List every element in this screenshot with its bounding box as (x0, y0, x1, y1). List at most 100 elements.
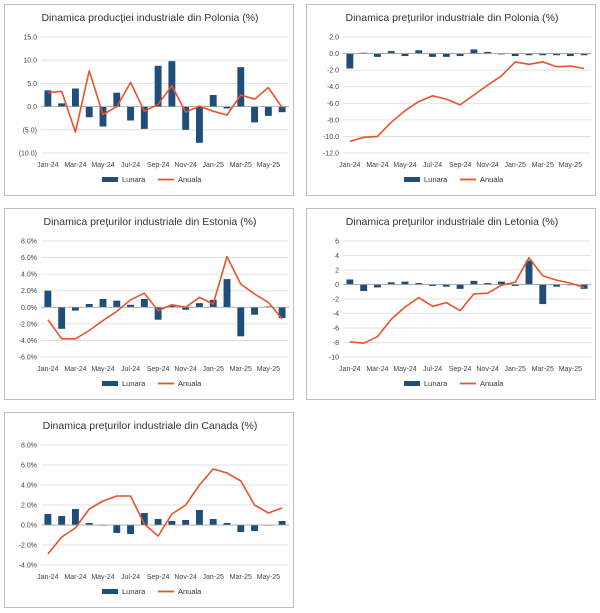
series-line (47, 255, 283, 340)
bar (264, 306, 272, 308)
x-tick-label: Sep-24 (147, 366, 170, 373)
bar (251, 106, 258, 123)
x-tick-label: May-25 (257, 366, 280, 373)
bar (182, 106, 190, 130)
bar (251, 525, 258, 531)
bar (168, 305, 176, 308)
x-tick-label: Sep-24 (147, 574, 170, 581)
legend-label-annual: Anuala (178, 175, 202, 184)
bar (113, 300, 121, 308)
legend-swatch-monthly (102, 177, 118, 182)
bar (154, 65, 162, 107)
bar (237, 307, 245, 337)
bar (44, 514, 52, 525)
x-tick-label: Jul-24 (121, 574, 140, 581)
y-tick-label: 6 (335, 239, 339, 246)
legend-swatch-monthly (404, 177, 420, 182)
bar (182, 520, 190, 525)
chart-svg: Dinamica producţiei industriale din Polo… (19, 12, 289, 184)
legend-label-annual: Anuala (480, 379, 504, 388)
bar (237, 525, 245, 532)
bar (127, 106, 134, 121)
x-tick-label: Jan-25 (203, 366, 225, 373)
y-tick-label: 8.0% (21, 239, 37, 246)
bar (470, 49, 478, 54)
y-tick-label: -4.0% (19, 563, 37, 570)
y-tick-label: 0.0% (21, 523, 37, 530)
bar (196, 106, 203, 143)
x-tick-label: Jul-24 (121, 366, 140, 373)
bar (99, 106, 107, 127)
y-tick-label: 2 (335, 268, 339, 275)
bar (553, 284, 560, 287)
y-tick-label: 10.0 (23, 58, 37, 65)
y-tick-label: -6.0 (327, 101, 339, 108)
bar (484, 283, 492, 285)
y-tick-label: 6.0% (21, 463, 37, 470)
legend-label-monthly: Lunara (424, 175, 448, 184)
y-tick-label: 0 (335, 282, 339, 289)
y-tick-label: -2.0% (19, 543, 37, 550)
bar (539, 284, 547, 305)
bar (415, 50, 423, 54)
x-tick-label: Jan-24 (37, 162, 59, 169)
bar (470, 280, 478, 285)
x-tick-label: May-25 (559, 162, 582, 169)
bar (580, 53, 588, 56)
bar (553, 53, 560, 56)
bar (140, 106, 148, 129)
y-tick-label: 4.0% (21, 272, 37, 279)
legend-label-annual: Anuala (178, 587, 202, 596)
y-tick-label: (5.0) (23, 127, 37, 134)
x-tick-label: Mar-24 (64, 162, 86, 169)
x-tick-label: Jan-24 (37, 366, 59, 373)
x-tick-label: Jan-25 (505, 366, 527, 373)
bar (127, 304, 134, 308)
bar (346, 53, 354, 69)
bar (154, 307, 162, 320)
chart-panel-estonia-prices: Dinamica preţurilor industriale din Esto… (4, 208, 294, 400)
bar (182, 307, 190, 310)
bar (154, 519, 162, 525)
bar (58, 516, 66, 525)
chart-title: Dinamica preţurilor industriale din Cana… (43, 420, 258, 432)
x-tick-label: Nov-24 (476, 162, 499, 169)
bar (85, 523, 93, 525)
x-tick-label: Jan-25 (203, 162, 225, 169)
bar (209, 519, 217, 525)
bar (374, 284, 381, 288)
chart-svg: Dinamica preţurilor industriale din Esto… (19, 216, 289, 388)
bar (511, 53, 519, 57)
y-tick-label: 8.0% (21, 443, 37, 450)
legend-swatch-monthly (102, 589, 118, 594)
chart-panel-latvia-prices: Dinamica preţurilor industriale din Leto… (306, 208, 596, 400)
x-tick-label: Mar-24 (64, 366, 86, 373)
y-tick-label: -6.0% (19, 355, 37, 362)
bar (251, 307, 258, 315)
y-tick-label: 4.0% (21, 483, 37, 490)
bar (401, 53, 409, 57)
chart-svg: Dinamica preţurilor industriale din Leto… (329, 216, 591, 388)
bar (264, 106, 272, 116)
bar (387, 51, 395, 54)
y-tick-label: -4.0% (19, 338, 37, 345)
x-tick-label: May-25 (257, 574, 280, 581)
bar (511, 284, 519, 286)
x-tick-label: Mar-25 (230, 162, 252, 169)
legend-label-monthly: Lunara (122, 587, 146, 596)
series-line (47, 70, 283, 133)
y-tick-label: -2 (333, 297, 339, 304)
x-tick-label: Jul-24 (121, 162, 140, 169)
bar (58, 307, 66, 329)
bar (196, 510, 203, 525)
x-tick-label: Mar-25 (230, 574, 252, 581)
x-tick-label: Jan-24 (339, 366, 361, 373)
bar (346, 279, 354, 285)
y-tick-label: -4 (333, 311, 339, 318)
x-tick-label: May-24 (393, 366, 416, 373)
bar (58, 103, 66, 107)
bar (140, 299, 148, 308)
bar (278, 106, 286, 113)
chart-panel-poland-production: Dinamica producţiei industriale din Polo… (4, 4, 294, 196)
bar (374, 53, 381, 57)
